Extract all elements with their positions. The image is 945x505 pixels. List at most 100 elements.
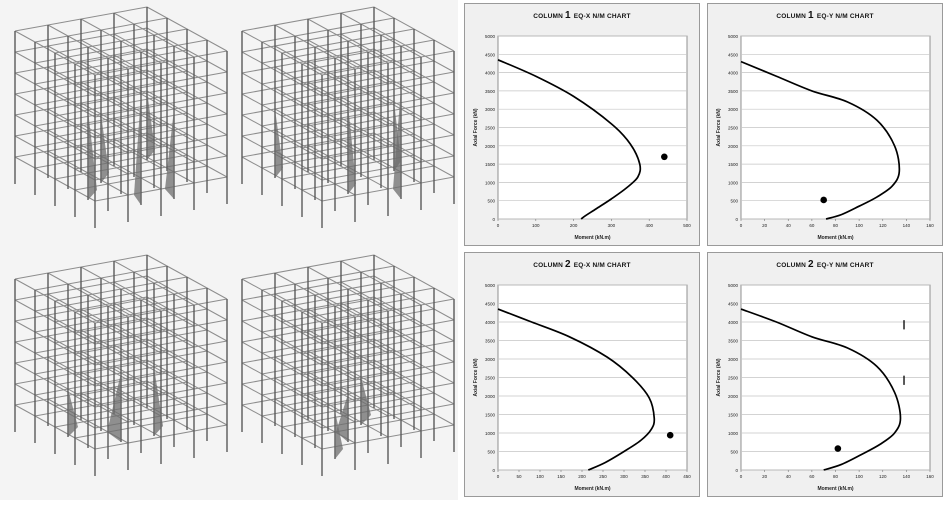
chart-title-prefix: COLUMN [776,13,807,20]
y-tick-label: 500 [487,199,495,204]
y-tick-label: 4000 [728,71,739,76]
x-tick-label: 20 [762,474,768,479]
y-tick-label: 4500 [485,52,496,57]
x-tick-label: 0 [497,223,500,228]
force-diagram [165,109,174,199]
x-axis-label: Moment (kN.m) [574,235,610,241]
y-tick-label: 3000 [485,107,496,112]
y-tick-label: 3500 [485,339,496,344]
x-tick-label: 160 [926,223,934,228]
y-tick-label: 5000 [485,34,496,39]
force-diagram [147,91,155,160]
x-tick-label: 160 [926,474,934,479]
chart-title-suffix: EQ-Y N/M CHART [816,13,874,20]
x-tick-label: 140 [903,223,911,228]
y-tick-label: 2000 [485,144,496,149]
x-tick-label: 80 [833,474,839,479]
x-tick-label: 400 [645,223,653,228]
interaction-curve [740,60,901,220]
y-tick-label: 2500 [728,376,739,381]
y-axis-label: Axial Force (kN) [473,108,479,146]
chart-title-prefix: COLUMN [533,13,563,20]
load-point [661,153,668,161]
y-tick-label: 3000 [728,357,739,362]
x-tick-label: 40 [786,474,792,479]
x-axis-label: Moment (kN.m) [574,486,610,492]
frame-model [14,254,228,476]
y-tick-label: 500 [730,199,738,204]
y-tick-label: 2000 [728,144,739,149]
y-tick-label: 1000 [485,180,496,185]
x-tick-label: 100 [532,223,540,228]
x-tick-label: 100 [536,474,544,479]
force-diagram [88,110,97,200]
frame-model [14,6,228,228]
y-axis-label: Axial Force (kN) [716,108,722,146]
y-tick-label: 500 [487,450,495,455]
x-tick-label: 500 [683,223,691,228]
y-tick-label: 1500 [728,162,739,167]
x-tick-label: 250 [599,474,607,479]
x-tick-label: 200 [570,223,578,228]
x-tick-label: 350 [641,474,649,479]
x-tick-label: 150 [557,474,565,479]
y-tick-label: 2000 [485,394,496,399]
y-tick-label: 4000 [485,71,496,76]
y-tick-label: 4500 [728,302,739,307]
x-tick-label: 200 [578,474,586,479]
y-tick-label: 0 [492,217,495,222]
y-tick-label: 3000 [485,357,496,362]
x-tick-label: 0 [497,474,500,479]
y-tick-label: 2000 [728,394,739,399]
force-diagram [275,109,283,178]
x-tick-label: 400 [662,474,670,479]
x-tick-label: 40 [786,223,792,228]
load-point [666,431,674,439]
frame-model [241,6,455,228]
chart-title-number: 2 [565,259,571,270]
frame-models-panel [0,0,458,500]
y-tick-label: 1500 [728,413,739,418]
x-tick-label: 450 [683,474,691,479]
x-tick-label: 60 [809,474,815,479]
chart-plot: 0500100015002000250030003500400045005000… [716,283,934,492]
x-axis-label: Moment (kN.m) [817,235,853,241]
chart-title: COLUMN 2 EQ-X N/M CHART [465,259,699,270]
force-diagram [394,102,401,171]
y-axis-label: Axial Force (kN) [473,358,479,396]
x-tick-label: 80 [833,223,839,228]
chart-column1-eqx: COLUMN 1 EQ-X N/M CHART 0 500 1000 1500 2000 25… [464,3,700,246]
x-tick-label: 300 [608,223,616,228]
frame-models-drawing [14,6,455,476]
x-tick-label: 120 [879,474,887,479]
chart-column2-eqx: COLUMN 2 EQ-X N/M CHART 0 500 1000 1500 2000 25… [464,252,700,497]
chart-title: COLUMN 1 EQ-X N/M CHART [465,10,699,21]
force-diagram [107,373,121,442]
y-axis-label: Axial Force (kN) [716,358,722,396]
x-tick-label: 0 [740,223,743,228]
y-tick-label: 4500 [728,52,739,57]
y-tick-label: 4000 [485,320,496,325]
x-tick-label: 60 [809,223,815,228]
y-tick-label: 1000 [728,431,739,436]
chart-column2-eqy: COLUMN 2 EQ-Y N/M CHART 0 500 1000 1500 2000 25… [707,252,943,497]
x-tick-label: 20 [762,223,768,228]
chart-title-prefix: COLUMN [776,262,807,269]
x-tick-label: 50 [516,474,522,479]
chart-title-number: 1 [808,10,814,21]
y-tick-label: 4000 [728,320,739,325]
y-tick-label: 5000 [728,283,739,288]
x-tick-label: 0 [740,474,743,479]
chart-title-number: 1 [565,10,571,21]
x-tick-label: 100 [855,474,863,479]
chart-title-suffix: EQ-Y N/M CHART [816,262,874,269]
y-tick-label: 3500 [485,89,496,94]
y-tick-label: 3500 [728,89,739,94]
chart-title: COLUMN 2 EQ-Y N/M CHART [708,259,942,270]
interaction-curve [497,308,656,471]
y-tick-label: 4500 [485,302,496,307]
x-tick-label: 300 [620,474,628,479]
y-tick-label: 3500 [728,339,739,344]
load-point [834,445,842,452]
chart-plot: 0500100015002000250030003500400045005000… [473,283,691,492]
